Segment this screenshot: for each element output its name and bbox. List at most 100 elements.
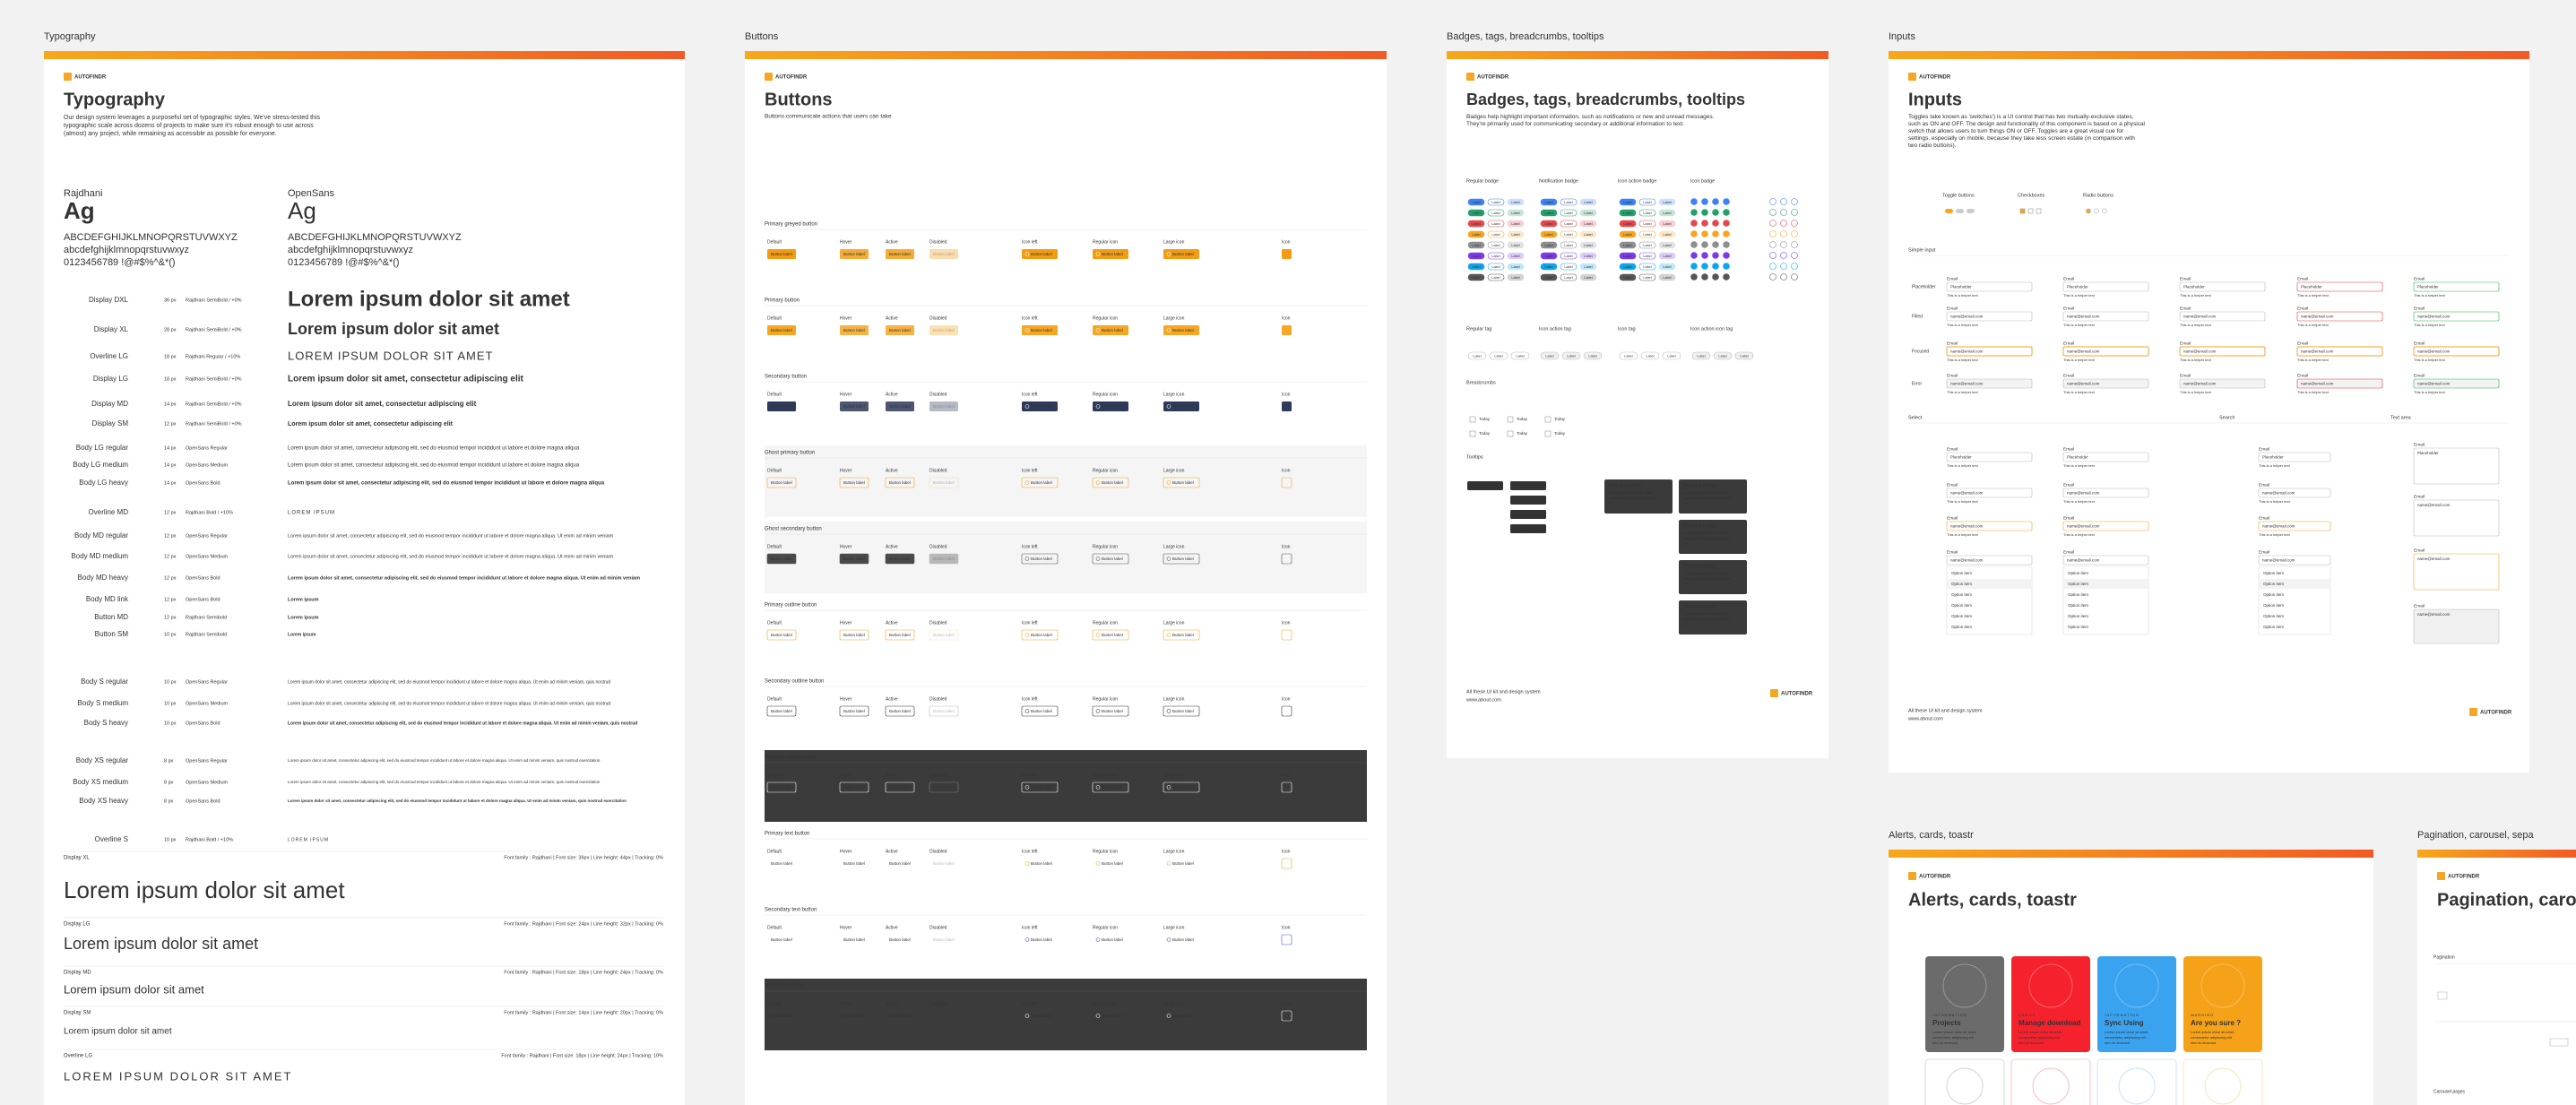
button[interactable] [1163, 781, 1200, 793]
text-field[interactable] [1946, 346, 2033, 357]
button[interactable] [839, 477, 869, 488]
text-field[interactable] [2062, 281, 2149, 292]
button[interactable] [1163, 401, 1199, 411]
button[interactable] [1021, 781, 1059, 793]
button[interactable] [1163, 477, 1200, 488]
icon-button[interactable] [1282, 325, 1292, 335]
button[interactable] [885, 781, 915, 793]
button[interactable] [885, 477, 915, 488]
button[interactable] [885, 553, 915, 565]
checkbox[interactable] [2036, 208, 2042, 214]
button[interactable] [1021, 629, 1059, 641]
button[interactable] [1022, 249, 1058, 259]
button[interactable] [929, 249, 958, 259]
button[interactable] [766, 629, 797, 641]
button[interactable] [929, 477, 959, 488]
button[interactable] [1022, 325, 1058, 335]
button[interactable] [929, 553, 959, 565]
button[interactable] [886, 325, 914, 335]
checkbox[interactable] [2027, 208, 2034, 214]
select-field[interactable] [1946, 452, 2033, 462]
toggle[interactable] [1967, 209, 1975, 213]
toggle[interactable] [1956, 209, 1964, 213]
text-field[interactable] [2296, 281, 2383, 292]
button[interactable] [886, 401, 914, 411]
button[interactable] [1092, 553, 1129, 565]
select-field[interactable] [1946, 488, 2033, 498]
button[interactable] [840, 249, 869, 259]
select-field[interactable] [2062, 555, 2149, 565]
button[interactable] [1093, 325, 1128, 335]
icon-button[interactable] [1282, 401, 1292, 411]
icon-button[interactable] [1282, 249, 1292, 259]
button[interactable] [929, 705, 959, 717]
pager-button[interactable] [2437, 991, 2448, 1000]
button[interactable] [1021, 705, 1059, 717]
button[interactable] [1163, 705, 1200, 717]
text-field[interactable] [2179, 346, 2266, 357]
button[interactable] [839, 629, 869, 641]
search-field[interactable] [2258, 452, 2331, 462]
button[interactable] [1093, 401, 1128, 411]
button[interactable] [766, 705, 797, 717]
button[interactable] [885, 629, 915, 641]
button[interactable] [767, 325, 796, 335]
text-field[interactable] [2296, 311, 2383, 322]
text-field[interactable] [1946, 378, 2033, 389]
text-field[interactable] [2413, 378, 2500, 389]
button[interactable] [767, 249, 796, 259]
button[interactable] [840, 401, 869, 411]
radio[interactable] [2086, 208, 2091, 214]
text-field[interactable] [2179, 311, 2266, 322]
text-area[interactable] [2413, 447, 2500, 485]
text-field[interactable] [1946, 281, 2033, 292]
text-field[interactable] [2296, 378, 2383, 389]
text-area[interactable] [2413, 609, 2500, 644]
text-field[interactable] [2062, 311, 2149, 322]
select-field[interactable] [2062, 521, 2149, 531]
button[interactable] [1093, 249, 1128, 259]
button[interactable] [1163, 629, 1200, 641]
text-area[interactable] [2413, 553, 2500, 591]
icon-button[interactable] [1281, 1010, 1292, 1022]
radio[interactable] [2094, 208, 2099, 214]
search-field[interactable] [2258, 521, 2331, 531]
text-field[interactable] [2062, 378, 2149, 389]
button[interactable] [885, 705, 915, 717]
icon-button[interactable] [1281, 553, 1292, 565]
alert-card[interactable] [2097, 956, 2176, 1052]
icon-button[interactable] [1281, 629, 1292, 641]
button[interactable] [929, 325, 958, 335]
button[interactable] [929, 781, 959, 793]
button[interactable] [1163, 249, 1199, 259]
alert-card[interactable] [1925, 956, 2004, 1052]
text-field[interactable] [1946, 311, 2033, 322]
button[interactable] [929, 401, 958, 411]
text-field[interactable] [2179, 378, 2266, 389]
text-field[interactable] [2062, 346, 2149, 357]
text-field[interactable] [2296, 346, 2383, 357]
button[interactable] [840, 325, 869, 335]
icon-button[interactable] [1281, 705, 1292, 717]
button[interactable] [766, 553, 797, 565]
icon-button[interactable] [1281, 477, 1292, 488]
alert-card[interactable] [2011, 956, 2090, 1052]
icon-button[interactable] [1281, 858, 1292, 869]
button[interactable] [1092, 629, 1129, 641]
button[interactable] [1022, 401, 1058, 411]
search-field[interactable] [2258, 488, 2331, 498]
button[interactable] [1092, 781, 1129, 793]
text-field[interactable] [2413, 311, 2500, 322]
text-field[interactable] [2179, 281, 2266, 292]
icon-button[interactable] [1281, 781, 1292, 793]
select-field[interactable] [1946, 555, 2033, 565]
button[interactable] [839, 553, 869, 565]
search-field[interactable] [2258, 555, 2331, 565]
checkbox[interactable] [2019, 208, 2026, 214]
icon-button[interactable] [1281, 934, 1292, 945]
text-field[interactable] [2413, 346, 2500, 357]
button[interactable] [1163, 325, 1199, 335]
button[interactable] [1021, 553, 1059, 565]
button[interactable] [1092, 705, 1129, 717]
text-field[interactable] [2413, 281, 2500, 292]
